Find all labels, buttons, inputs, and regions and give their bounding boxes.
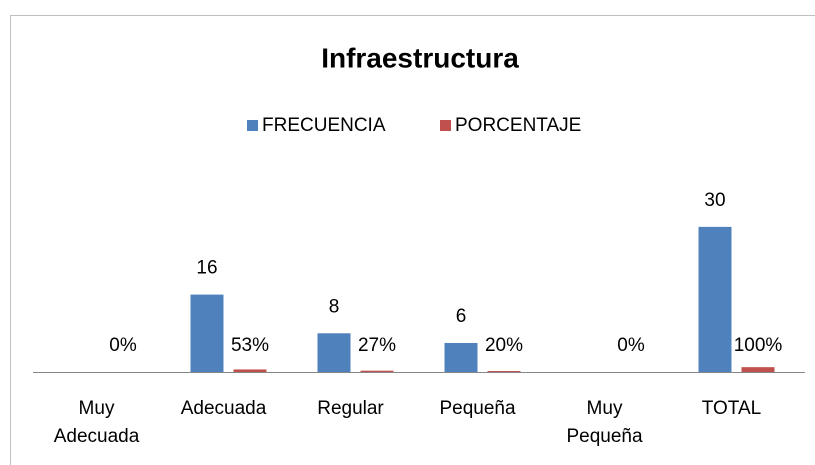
data-label: 27%: [358, 335, 396, 356]
x-tick-label: Muy Adecuada: [54, 398, 140, 447]
bar: [317, 333, 351, 372]
bar: [487, 371, 521, 372]
bar: [741, 367, 775, 372]
data-label: 53%: [231, 335, 269, 356]
data-label: 16: [196, 258, 217, 279]
bar: [233, 369, 267, 372]
legend-label: FRECUENCIA: [262, 115, 386, 136]
data-label: 100%: [734, 335, 783, 356]
x-tick-label: TOTAL: [702, 398, 761, 419]
data-label: 8: [329, 296, 340, 317]
x-tick-label: Pequeña: [439, 398, 516, 419]
x-tick-label: Regular: [317, 398, 384, 419]
bar: [698, 226, 732, 372]
legend-swatch: [247, 120, 258, 131]
legend-swatch: [440, 120, 451, 131]
chart-title: Infraestructura: [321, 42, 519, 73]
data-label: 0%: [617, 335, 645, 356]
legend-label: PORCENTAJE: [455, 115, 581, 136]
data-label: 0%: [109, 335, 137, 356]
bar: [444, 342, 478, 372]
x-tick-label: Adecuada: [181, 398, 267, 419]
data-label: 6: [456, 306, 467, 327]
bar: [360, 370, 394, 372]
data-label: 20%: [485, 335, 523, 356]
chart-border: [10, 15, 815, 465]
bar: [190, 294, 224, 372]
data-label: 30: [704, 190, 725, 211]
x-tick-label: Muy Pequeña: [566, 398, 643, 447]
